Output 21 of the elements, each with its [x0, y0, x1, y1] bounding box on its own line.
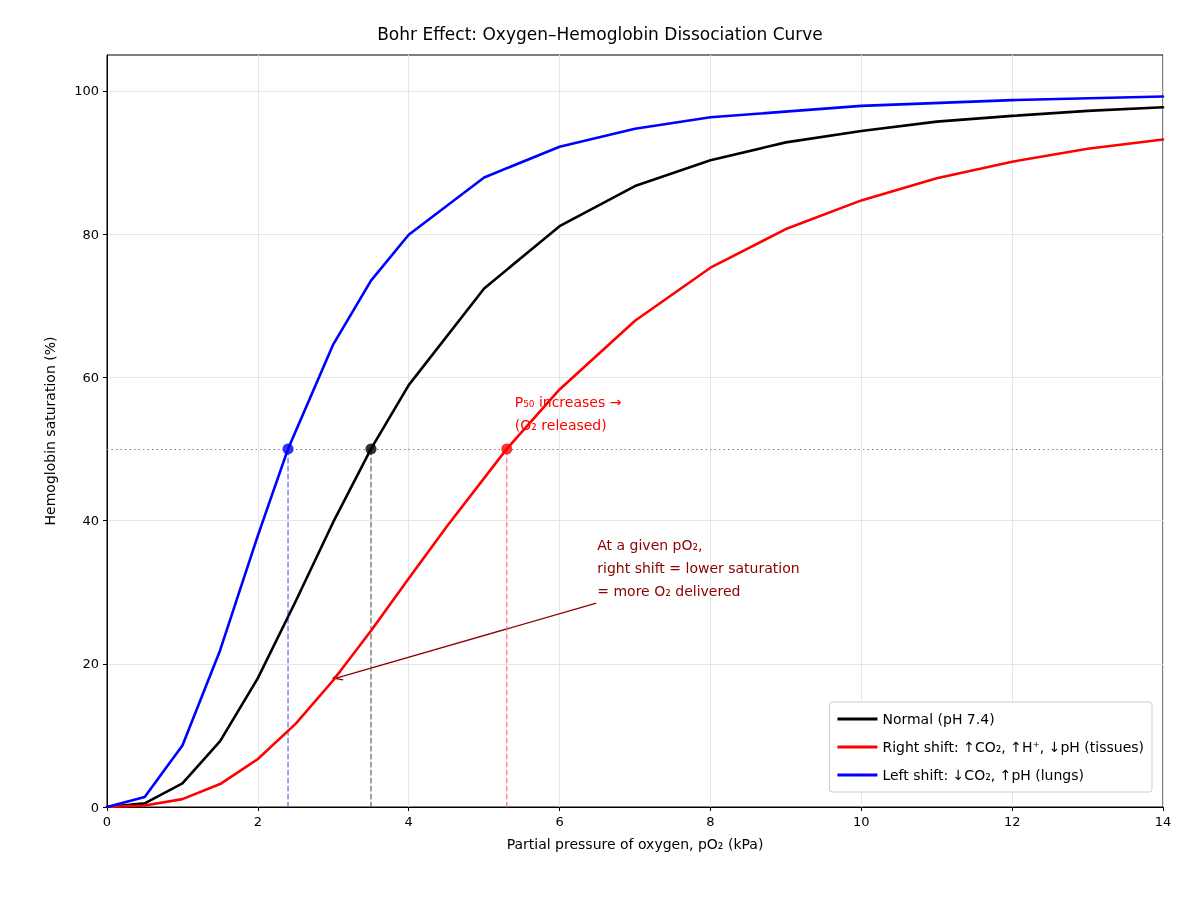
x-tick-label: 2 [253, 814, 262, 829]
x-tick-label: 6 [555, 814, 564, 829]
x-axis-title: Partial pressure of oxygen, pO₂ (kPa) [506, 836, 764, 852]
y-tick-label: 0 [90, 799, 99, 815]
x-tick-label: 0 [102, 814, 112, 829]
y-axis-title: Hemoglobin saturation (%) [42, 336, 58, 526]
y-tick-label: 40 [82, 513, 99, 529]
x-tick-label: 10 [853, 814, 870, 829]
y-tick-label: 100 [74, 83, 99, 99]
chart-title: Bohr Effect: Oxygen–Hemoglobin Dissociation Curve [377, 23, 823, 44]
x-tick-label: 12 [1003, 814, 1021, 829]
legend-label: Left shift: ↓CO₂, ↑pH (lungs) [882, 767, 1084, 783]
x-tick-label: 8 [706, 814, 715, 829]
y-tick-label: 20 [82, 656, 99, 672]
y-tick-label: 80 [82, 226, 99, 242]
x-tick-label: 4 [404, 814, 413, 829]
x-tick-label: 14 [1154, 814, 1172, 829]
legend-label: Right shift: ↑CO₂, ↑H⁺, ↓pH (tissues) [882, 739, 1145, 755]
annotation: At a given pO₂, right shift = lower saturation = more O₂ delivered [597, 536, 800, 599]
legend-label: Normal (pH 7.4) [882, 711, 995, 727]
y-tick-label: 60 [82, 369, 99, 385]
